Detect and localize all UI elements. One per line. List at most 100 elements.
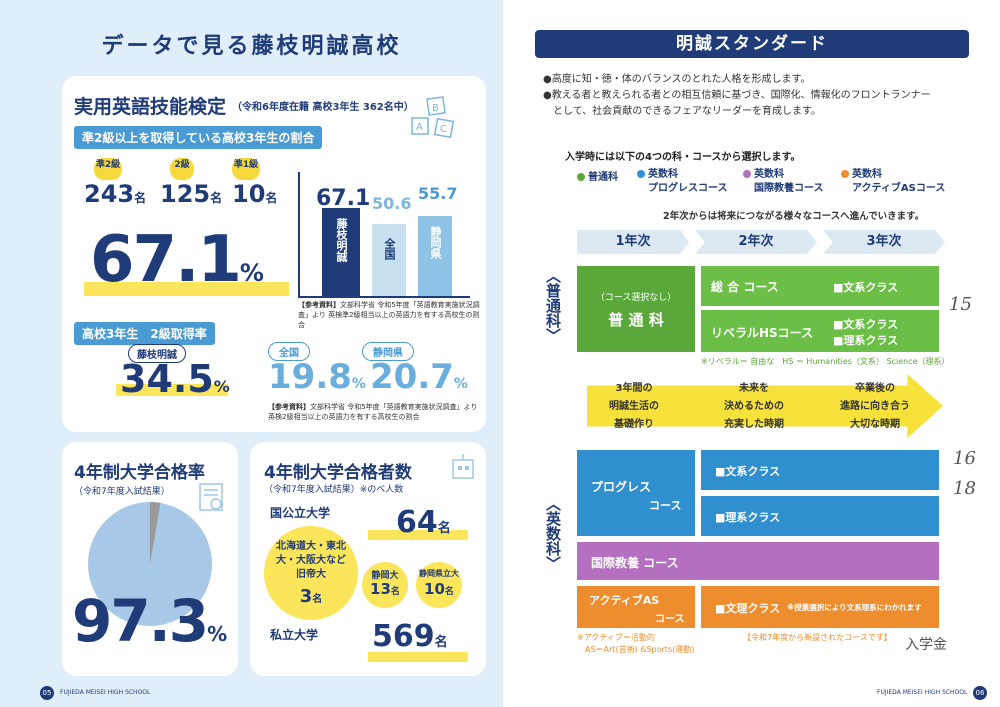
kokusai-box: 国際教養 コース [577,542,939,580]
left-page-number: 05 [40,686,54,700]
univ-rate-title: 4年制大学合格率 [74,463,205,483]
eiken-subtitle: （令和6年度在籍 高校3年生 362名中） [232,102,414,113]
bar-shizuoka: 静岡県 [418,216,452,296]
futsuka-main: 普 通 科 [608,311,664,329]
svg-text:A: A [416,122,423,133]
progress-class-2: ■理系クラス [715,511,781,524]
pref-univ-label: 静岡県立大 [419,569,459,578]
phase-3: 卒業後の 進路に向き合う 大切な時期 [840,383,910,430]
liberal-class-1: ■文系クラス [833,318,899,331]
univ-rate-subtitle: （令和7年度入試結果） [74,487,170,497]
private-highlight [368,652,468,662]
liberal-course-label: リベラルHSコース [711,326,814,340]
bar-label-meisei: 藤枝明誠 [335,218,348,262]
rate-meisei-highlight [116,384,228,396]
liberal-class-2: ■理系クラス [833,334,899,347]
grade-badge-pre2: 準2級 [94,158,122,180]
rate-shizuoka-value: 20.7% [370,357,468,397]
private-univ-label: 私立大学 [270,628,319,642]
eisuka-side-label: 〈英数科〉 [544,496,562,571]
progress-label-a: プログレス [591,480,652,494]
active-main-box: アクティブAS コース [577,586,695,628]
active-class: ■文理クラス [715,602,781,615]
active-note-2: AS＝Art(芸術) &Sports(運動) [585,645,695,654]
general-course-box: 総 合 コース ■文系クラス [701,266,939,306]
building-icon [450,452,476,484]
progress-main-box: プログレス コース [577,450,695,536]
eiken-title: 実用英語技能検定 [74,96,227,118]
bar-national: 全国 [372,224,406,296]
active-label-a: アクティブAS [589,594,660,607]
handwriting-16: 16 [953,448,976,469]
new-course-note: 【令和7年度から新設されたコースです】 [743,633,892,642]
liberal-note: ※リベラル＝ 自由な HS ＝ Humanities（文系） Science（理… [701,357,950,366]
bar-meisei: 藤枝明誠 [322,208,360,296]
univ-rate-card: 4年制大学合格率 （令和7年度入試結果） 97.3% [62,442,238,676]
svg-text:C: C [440,124,447,135]
legend-futsuka: 普通科 [577,168,618,183]
kokusai-label: 国際教養 コース [591,556,679,570]
liberal-course-box: リベラルHSコース ■文系クラス ■理系クラス [701,310,939,352]
univ-rate-value: 97.3% [72,587,227,655]
bar-value-shizuoka: 55.7 [418,184,458,203]
univ-count-card: 4年制大学合格者数 （令和7年度入試結果）※のべ人数 国公立大学 64名 北海道… [250,442,486,676]
bullet-list: ●高度に知・徳・体のバランスのとれた人格を形成します。 ●教える者と教えられる者… [543,72,931,120]
rate-national-label: 全国 [268,342,310,361]
univ-count-title: 4年制大学合格者数 [264,463,412,483]
left-footer-school: FUJIEDA MEISEI HIGH SCHOOL [60,689,151,696]
eiken-rate-pill: 準2級以上を取得している高校3年生の割合 [74,126,323,149]
futsuka-main-box: （コース選択なし） 普 通 科 [577,266,695,352]
former-imperial-circle: 北海道大・東北大・大阪大など旧帝大 3名 [264,526,358,620]
univ-rate-pie [88,502,212,626]
general-course-class: ■文系クラス [833,281,899,294]
grade-count-pre1: 10名 [232,180,278,208]
bullet-3: として、社会貢献のできるフェアなリーダーを育成します。 [543,106,821,117]
progress-label-b: コース [649,499,682,512]
ref2: 【参考資料】文部科学省 令和5年度「英語教育実施状況調査」より 英検2級相当以上… [268,403,478,421]
legend-kokusai: 英数科 国際教養コース [743,168,824,196]
handwriting-18: 18 [953,478,976,499]
eiken-bar-chart: 67.1 藤枝明誠 50.6 全国 55.7 静岡県 [298,172,470,298]
pref-univ-circle: 静岡県立大 10名 [416,562,462,608]
course-intro: 入学時には以下の4つの科・コースから選択します。 [565,152,801,163]
left-page-title: データで見る藤枝明誠高校 [101,34,402,59]
private-univ-value: 569名 [372,619,448,654]
grade2-rate-pill: 高校3年生 2級取得率 [74,322,215,345]
abc-blocks-icon: B A C [408,96,458,141]
handwriting-15: 15 [949,294,972,315]
shizuoka-univ-label: 静岡大 [371,571,399,581]
bar-label-national: 全国 [383,238,396,260]
right-page: 明誠スタンダード ●高度に知・徳・体のバランスのとれた人格を形成します。 ●教え… [503,0,1000,707]
right-title-banner: 明誠スタンダード [535,30,969,58]
shizuoka-univ-value: 13名 [370,580,400,598]
right-footer-school: FUJIEDA MEISEI HIGH SCHOOL [877,689,968,696]
active-note-1: ※アクティブ＝活動的 [577,633,655,642]
pref-univ-value: 10名 [424,580,454,598]
phase-1: 3年間の 明誠生活の 基礎作り [609,383,659,430]
rate-meisei-value: 34.5% [120,357,230,401]
certificate-icon [198,482,226,518]
grade-badge-pre1: 準1級 [232,158,260,180]
univ-count-subtitle: （令和7年度入試結果）※のべ人数 [264,485,404,495]
right-page-number: 06 [973,686,987,700]
public-univ-value: 64名 [396,505,451,540]
shizuoka-univ-circle: 静岡大 13名 [362,562,408,608]
public-highlight [368,530,468,540]
handwriting-nyugakukin: 入学金 [905,637,947,653]
bar-label-shizuoka: 静岡県 [429,226,442,259]
progress-class-1: ■文系クラス [715,465,781,478]
orange-dot-icon [841,170,849,178]
active-label-b: コース [655,614,685,625]
futsuka-sub: （コース選択なし） [595,293,677,303]
progress-class-2-box: ■理系クラス [701,496,939,536]
bar-value-national: 50.6 [372,194,412,213]
active-class-note: ※授業選択により文系理系にわかれます [787,603,922,612]
legend-progress: 英数科 プログレスコース [637,168,728,196]
rate-meisei-label: 藤枝明誠 [128,344,186,363]
right-page-title: 明誠スタンダード [676,34,828,54]
left-page: データで見る藤枝明誠高校 実用英語技能検定 （令和6年度在籍 高校3年生 362… [0,0,503,707]
former-imperial-value: 3名 [299,586,323,607]
pie-remainder-slice [150,502,161,564]
rate-national-value: 19.8% [268,357,366,397]
active-class-box: ■文理クラス ※授業選択により文系理系にわかれます [701,586,939,628]
